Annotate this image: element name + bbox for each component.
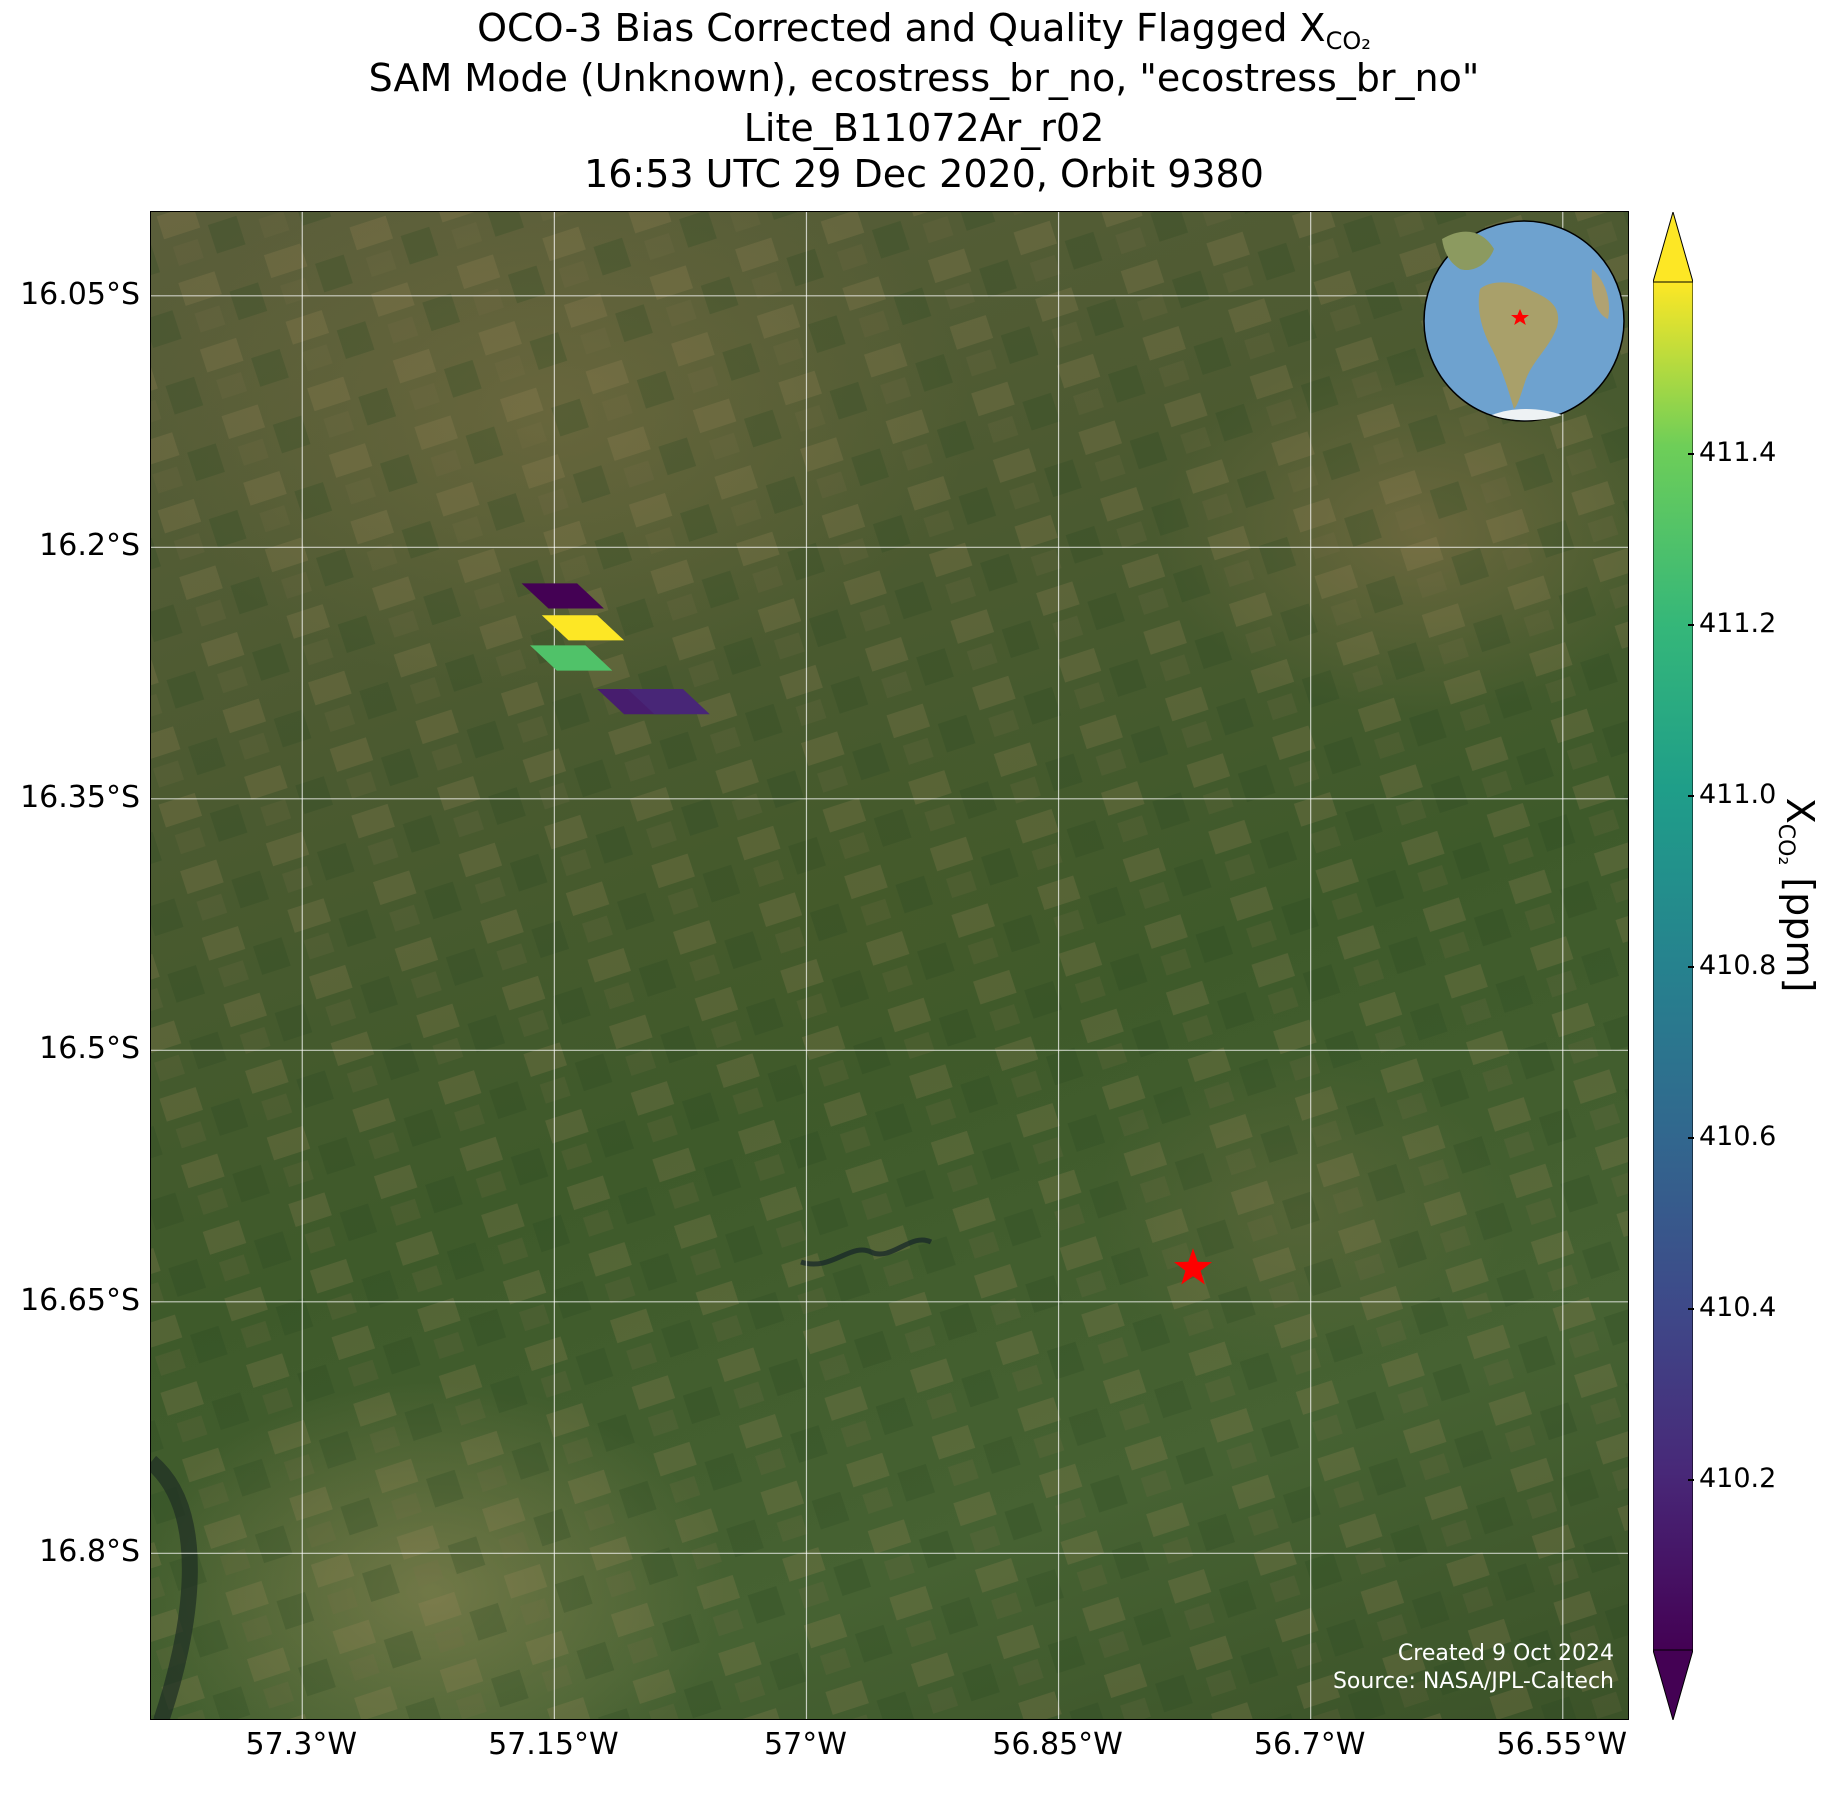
credit-created: Created 9 Oct 2024 [1397,1641,1614,1666]
map-overlay [151,212,1628,1719]
colorbar [1653,212,1693,1720]
inset-globe [1423,220,1625,422]
colorbar-tickmark [1688,453,1694,455]
lat-tick-label: 16.05°S [20,276,140,312]
lon-tick-label: 57°W [764,1727,847,1762]
antarctica-shape [1492,409,1562,421]
colorbar-tick-label: 411.0 [1699,779,1777,810]
colorbar-tickmark [1688,966,1694,968]
title-line-1: OCO-3 Bias Corrected and Quality Flagged… [477,6,1371,55]
colorbar-tick-label: 410.4 [1699,1292,1777,1323]
colorbar-tickmark [1688,795,1694,797]
colorbar-label: XCO₂ [ppm] [1773,797,1822,993]
colorbar-tick-label: 410.8 [1699,950,1777,981]
globe-marker-star-icon [1511,309,1529,325]
target-layer [1174,1248,1212,1285]
satellite-map[interactable]: Created 9 Oct 2024 Source: NASA/JPL-Calt… [150,211,1629,1720]
colorbar-tick-label: 410.2 [1699,1463,1777,1494]
target-star-icon[interactable] [1174,1248,1212,1285]
lon-tick-label: 57.3°W [245,1727,357,1762]
africa-shape [1591,269,1610,319]
north-america-shape [1442,231,1494,271]
lat-tick-label: 16.35°S [20,779,140,815]
title-line-2: SAM Mode (Unknown), ecostress_br_no, "ec… [368,56,1480,100]
sounding-footprint-0[interactable] [521,583,604,609]
lat-tick-label: 16.2°S [39,528,140,564]
title-subscript: CO₂ [1325,27,1371,55]
colorbar-tick-label: 410.6 [1699,1121,1777,1152]
lat-tick-label: 16.5°S [39,1031,140,1067]
title-line-4: 16:53 UTC 29 Dec 2020, Orbit 9380 [584,152,1264,196]
colorbar-gradient [1653,281,1693,1651]
colorbar-tickmark [1688,1479,1694,1481]
lat-tick-label: 16.65°S [20,1282,140,1318]
sounding-footprint-4[interactable] [627,689,710,715]
lon-tick-label: 56.55°W [1496,1727,1628,1762]
colorbar-tickmark [1688,1137,1694,1139]
colorbar-max-extend [1653,212,1693,283]
sounding-layer [521,583,710,715]
lon-tick-label: 57.15°W [488,1727,619,1762]
colorbar-tick-label: 411.2 [1699,608,1777,639]
south-america-shape [1478,282,1559,409]
river-meander [800,1237,933,1267]
colorbar-tickmark [1688,1308,1694,1310]
sounding-footprint-2[interactable] [530,645,613,671]
lon-tick-label: 56.85°W [992,1727,1123,1762]
map-grid [151,212,1628,1719]
field-texture [151,212,1628,1719]
lat-tick-label: 16.8°S [39,1534,140,1570]
colorbar-min-extend [1653,1649,1693,1720]
sounding-footprint-1[interactable] [541,615,625,641]
colorbar-tickmark [1688,624,1694,626]
credit-source: Source: NASA/JPL-Caltech [1332,1669,1614,1694]
lon-tick-label: 56.7°W [1253,1727,1366,1762]
title-line-3: Lite_B11072Ar_r02 [743,106,1105,150]
colorbar-tick-label: 411.4 [1699,437,1777,468]
river-west [151,1455,198,1719]
